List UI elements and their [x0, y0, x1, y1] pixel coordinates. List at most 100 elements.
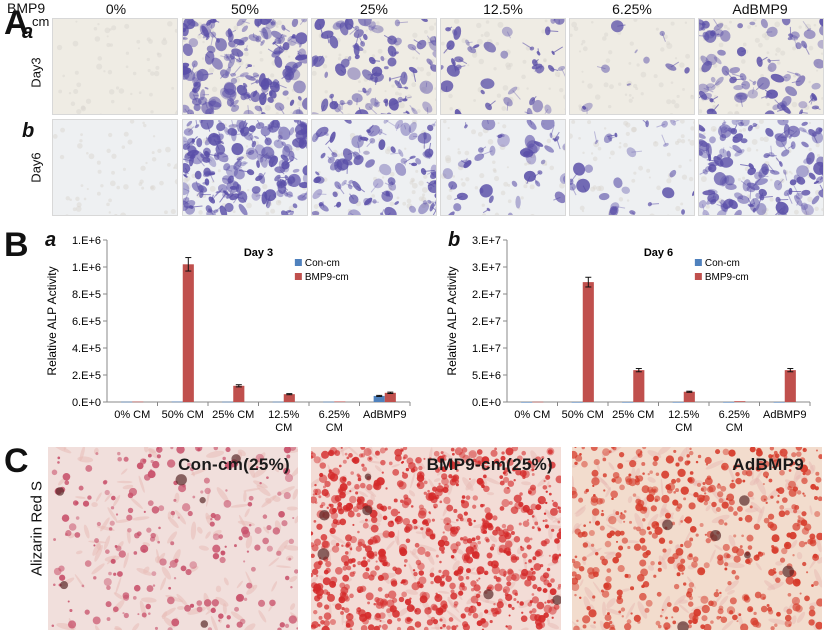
micrograph-day6-5: [698, 119, 824, 216]
y-tick-label: 0.E+0: [72, 397, 101, 409]
bar: [384, 392, 396, 402]
panel-a-letter: A: [4, 4, 29, 42]
photo-adbmp9: AdBMP9: [572, 447, 822, 630]
y-tick-label: 5.E+6: [472, 370, 501, 382]
y-tick-label: 2.E+7: [472, 289, 501, 301]
micrograph-day6-0: [52, 119, 178, 216]
column-header-4: 6.25%: [612, 1, 652, 17]
row-b-label: Day6: [28, 152, 44, 183]
bar: [532, 401, 544, 403]
panel-a-header-cm: cm: [32, 14, 50, 29]
y-axis-label: Relative ALP Activity: [445, 266, 459, 375]
legend-label: Con-cm: [305, 258, 340, 269]
panel-a-header-bmp9: BMP9: [7, 0, 46, 16]
x-tick-label: AdBMP9: [763, 409, 806, 421]
y-tick-label: 1.E+6: [72, 235, 101, 247]
y-tick-label: 1.E+7: [472, 343, 501, 355]
bar: [233, 385, 245, 402]
chart-title: Day 3: [244, 247, 273, 259]
y-tick-label: 4.E+5: [72, 343, 101, 355]
bar: [773, 402, 785, 403]
y-tick-label: 8.E+5: [72, 289, 101, 301]
panel-c-ylabel: Alizarin Red S: [28, 480, 46, 577]
y-tick-label: 1.E+6: [72, 262, 101, 274]
bar: [373, 395, 385, 402]
column-header-3: 12.5%: [483, 1, 523, 17]
micrograph-day3-1: [182, 18, 308, 115]
column-header-0: 0%: [105, 1, 127, 17]
x-tick-label: 25% CM: [612, 409, 654, 421]
legend-label: Con-cm: [705, 258, 740, 269]
column-header-5: AdBMP9: [732, 1, 788, 17]
y-tick-label: 3.E+7: [472, 262, 501, 274]
bar: [571, 402, 583, 403]
micrograph-day6-4: [569, 119, 695, 216]
x-tick-label: 25% CM: [212, 409, 254, 421]
chart-title: Day 6: [644, 247, 673, 259]
bar: [672, 402, 684, 403]
x-tick-label: CM: [726, 422, 743, 432]
legend-swatch: [294, 273, 302, 280]
micrograph-day3-4: [569, 18, 695, 115]
chart-day6: Relative ALP Activity 0.E+0 5.E+6 1.E+7 2.E+…: [440, 232, 820, 434]
y-tick-label: 2.E+7: [472, 316, 501, 328]
micrograph-day6-1: [182, 119, 308, 216]
y-tick-label: 3.E+7: [472, 235, 501, 247]
micrograph-day3-0: [52, 18, 178, 115]
x-tick-label: AdBMP9: [363, 409, 406, 421]
bar: [582, 282, 594, 402]
y-tick-label: 2.E+5: [72, 370, 101, 382]
legend-swatch: [694, 273, 702, 280]
bar: [323, 401, 335, 403]
row-a-letter: a: [22, 21, 34, 43]
bar: [171, 401, 183, 403]
bar: [723, 402, 735, 403]
bar: [132, 401, 144, 403]
photo-bmp9-cm-label: BMP9-cm(25%): [426, 455, 553, 474]
legend-label: BMP9-cm: [705, 272, 749, 283]
bar: [272, 401, 284, 403]
bar: [222, 401, 234, 403]
bar: [633, 370, 645, 402]
x-tick-label: 12.5%: [268, 409, 299, 421]
panel-c-letter: C: [4, 442, 29, 480]
legend-swatch: [694, 259, 702, 266]
micrograph-day6-3: [440, 119, 566, 216]
y-axis-label: Relative ALP Activity: [45, 266, 59, 375]
bar: [622, 402, 634, 403]
micrograph-day3-5: [698, 18, 824, 115]
bar: [121, 401, 133, 403]
bar: [182, 264, 194, 402]
row-a-label: Day3: [28, 57, 44, 88]
panel-b-letter: B: [4, 226, 29, 264]
chart-b-letter: b: [448, 229, 461, 251]
micrograph-day3-2: [311, 18, 437, 115]
bar: [283, 394, 295, 402]
x-tick-label: 6.25%: [719, 409, 750, 421]
legend-label: BMP9-cm: [305, 272, 349, 283]
bar: [784, 370, 796, 402]
bar: [734, 401, 746, 402]
column-header-1: 50%: [230, 1, 260, 17]
photo-con-cm: Con-cm(25%): [48, 447, 298, 630]
row-b-letter: b: [22, 120, 35, 142]
bar: [521, 402, 533, 403]
x-tick-label: CM: [675, 422, 692, 432]
chart-day3: Relative ALP Activity 0.E+0 2.E+5 4.E+5 6.E+…: [40, 232, 420, 434]
column-header-2: 25%: [359, 1, 389, 17]
x-tick-label: 50% CM: [162, 409, 204, 421]
x-tick-label: CM: [326, 422, 343, 432]
chart-a-letter: a: [45, 229, 57, 251]
bar: [683, 391, 695, 402]
x-tick-label: 50% CM: [562, 409, 604, 421]
y-tick-label: 0.E+0: [472, 397, 501, 409]
legend-swatch: [294, 259, 302, 266]
x-tick-label: 0% CM: [514, 409, 550, 421]
micrograph-day6-2: [311, 119, 437, 216]
photo-adbmp9-label: AdBMP9: [732, 455, 804, 474]
bar: [334, 401, 346, 403]
micrograph-day3-3: [440, 18, 566, 115]
x-tick-label: 12.5%: [668, 409, 699, 421]
photo-con-cm-label: Con-cm(25%): [178, 455, 290, 474]
x-tick-label: CM: [275, 422, 292, 432]
